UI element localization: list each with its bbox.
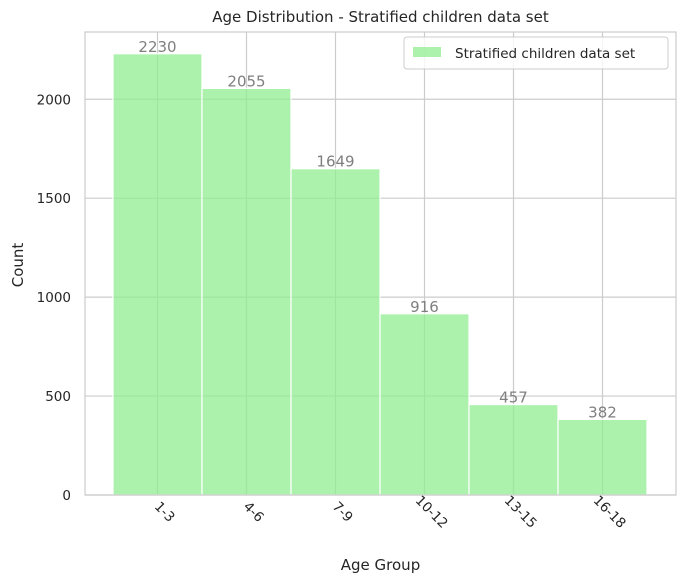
- plot-frame: [84, 31, 677, 496]
- y-tick-label-0: 0: [62, 488, 71, 504]
- legend-swatch: [413, 47, 441, 57]
- legend-box: [403, 36, 669, 70]
- legend-label: Stratified children data set: [455, 46, 635, 62]
- bar-10-12: [379, 313, 470, 496]
- y-tick-label-500: 500: [45, 389, 71, 405]
- data-labels: 2230 2055 1649 916 457 382: [138, 38, 616, 422]
- y-tick-label-1500: 1500: [37, 191, 71, 207]
- bar-16-18: [557, 418, 648, 496]
- legend: Stratified children data set: [403, 36, 669, 70]
- y-axis-label: Count: [9, 243, 27, 288]
- data-label-13-15: 457: [499, 389, 528, 407]
- x-tick-label-13-15: 13-15: [501, 493, 540, 532]
- bar-13-15: [468, 403, 559, 496]
- data-label-7-9: 1649: [316, 153, 354, 171]
- x-tick-label-1-3: 1-3: [151, 499, 178, 526]
- data-label-1-3: 2230: [138, 38, 176, 56]
- bar-4-6: [201, 87, 292, 496]
- data-label-10-12: 916: [410, 298, 439, 316]
- data-label-16-18: 382: [588, 403, 617, 421]
- x-axis-label: Age Group: [341, 556, 420, 574]
- x-tick-labels: 1-3 4-6 7-9 10-12 13-15 16-18: [151, 493, 629, 532]
- bars: [112, 53, 648, 496]
- x-tick-label-4-6: 4-6: [240, 499, 267, 526]
- x-tick-label-16-18: 16-18: [590, 493, 629, 532]
- y-tick-label-2000: 2000: [37, 92, 71, 108]
- data-label-4-6: 2055: [227, 72, 265, 90]
- bar-7-9: [290, 168, 381, 496]
- y-tick-label-1000: 1000: [37, 290, 71, 306]
- y-tick-labels: 0 500 1000 1500 2000: [37, 92, 71, 504]
- bar-1-3: [112, 53, 203, 496]
- x-tick-label-10-12: 10-12: [412, 493, 451, 532]
- chart-title: Age Distribution - Stratified children d…: [212, 8, 549, 26]
- x-tick-label-7-9: 7-9: [329, 499, 356, 526]
